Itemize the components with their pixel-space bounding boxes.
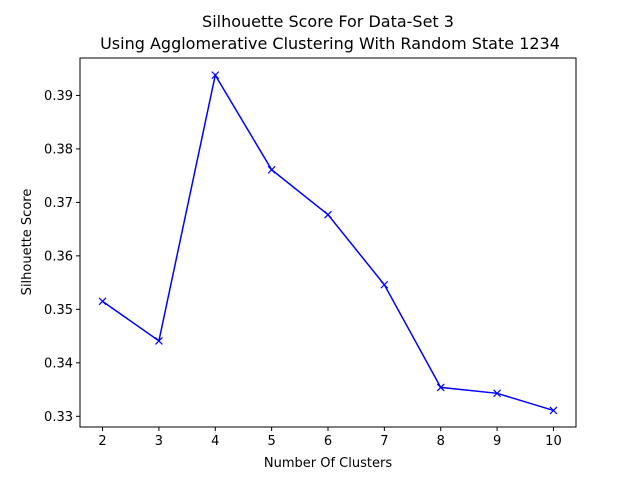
chart-title: Silhouette Score For Data-Set 3	[202, 12, 454, 31]
x-axis-label: Number Of Clusters	[264, 456, 392, 471]
y-tick-label: 0.39	[44, 89, 73, 104]
y-tick-label: 0.35	[44, 303, 73, 318]
x-tick-label: 8	[437, 434, 445, 449]
data-point-marker	[436, 383, 445, 392]
series-line	[102, 73, 554, 412]
x-tick-label: 7	[380, 434, 388, 449]
data-point-marker	[211, 71, 220, 80]
y-tick-label: 0.36	[44, 249, 73, 264]
series-group	[98, 71, 558, 415]
y-tick-label: 0.38	[44, 142, 73, 157]
x-ticks: 2 3 4 5 6 7 8 9 10	[98, 427, 562, 449]
x-tick-label: 4	[211, 434, 219, 449]
x-tick-label: 6	[324, 434, 332, 449]
data-point-marker	[324, 210, 332, 219]
y-ticks: 0.33 0.34 0.35 0.36 0.37 0.38 0.39	[44, 89, 80, 425]
chart-subtitle: Using Agglomerative Clustering With Rand…	[100, 34, 560, 53]
y-tick-label: 0.37	[44, 196, 73, 211]
y-axis-label: Silhouette Score	[20, 189, 35, 296]
x-tick-label: 5	[267, 434, 275, 449]
data-point-marker	[380, 280, 389, 289]
plot-area	[79, 57, 577, 428]
x-tick-label: 2	[98, 434, 106, 449]
data-point-marker	[549, 406, 558, 415]
y-tick-label: 0.33	[44, 410, 73, 425]
data-point-marker	[493, 389, 502, 398]
data-point-marker	[154, 336, 163, 345]
x-tick-label: 10	[545, 434, 562, 449]
x-tick-label: 9	[493, 434, 501, 449]
data-point-marker	[98, 297, 107, 306]
y-tick-label: 0.34	[44, 356, 73, 371]
data-point-marker	[267, 165, 276, 174]
x-tick-label: 3	[155, 434, 163, 449]
plot-frame	[79, 57, 577, 428]
